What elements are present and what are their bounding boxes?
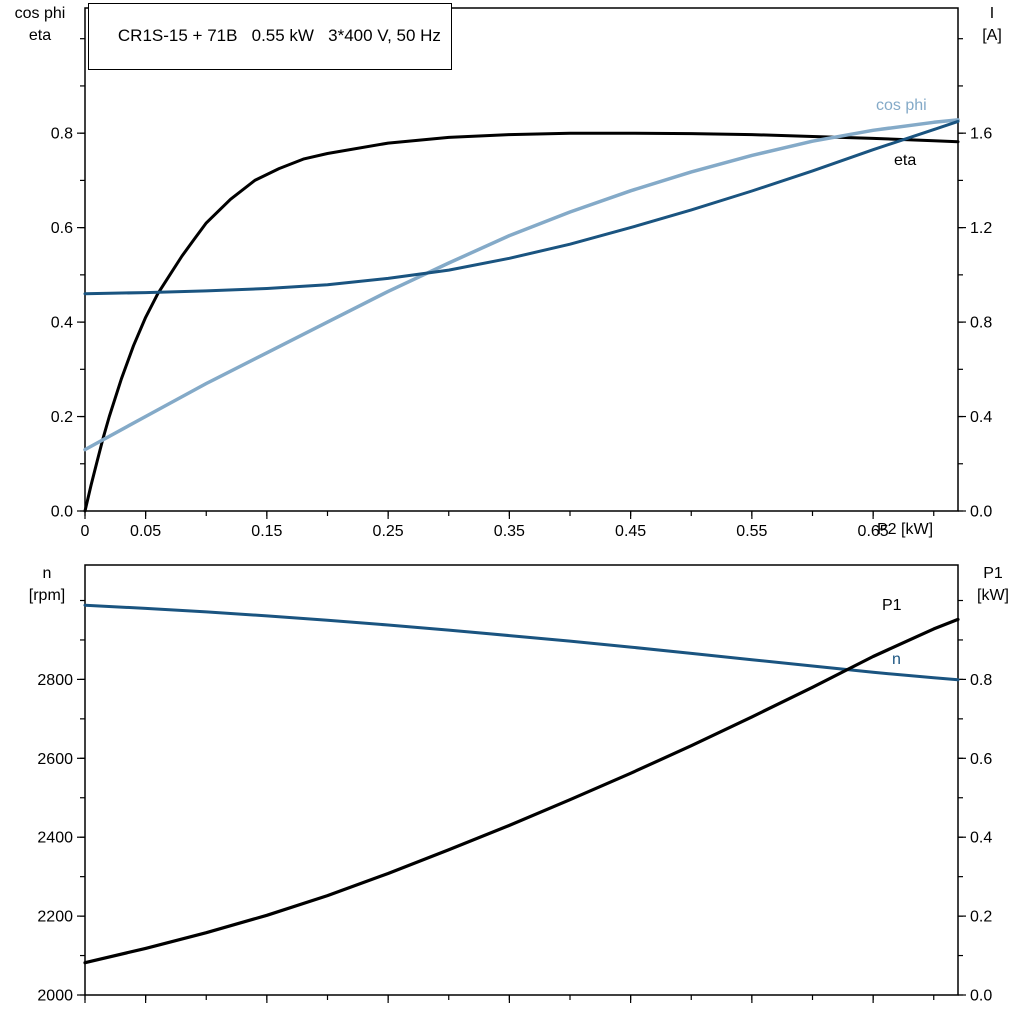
svg-text:0.15: 0.15 — [251, 523, 282, 540]
p1-curve-label: P1 — [882, 597, 902, 614]
svg-text:0.4: 0.4 — [51, 315, 73, 332]
svg-text:0.45: 0.45 — [615, 523, 646, 540]
svg-text:0.4: 0.4 — [970, 830, 992, 847]
svg-text:0.2: 0.2 — [51, 409, 73, 426]
bottom-right-axis-label: P1 [kW] — [962, 563, 1024, 607]
svg-text:0.0: 0.0 — [970, 504, 992, 521]
top-right-axis-label: I [A] — [964, 3, 1020, 47]
svg-text:0.35: 0.35 — [494, 523, 525, 540]
svg-text:1.2: 1.2 — [970, 220, 992, 237]
bottom-left-axis-label: n [rpm] — [10, 563, 84, 607]
svg-text:2000: 2000 — [37, 988, 73, 1005]
eta-axis-label: eta — [28, 27, 52, 44]
svg-text:0.8: 0.8 — [51, 126, 73, 143]
x-axis-label: P2 [kW] — [877, 521, 934, 538]
svg-text:0.6: 0.6 — [51, 220, 73, 237]
svg-text:0.0: 0.0 — [51, 504, 73, 521]
chart-title-box: CR1S-15 + 71B 0.55 kW 3*400 V, 50 Hz — [88, 3, 452, 70]
svg-text:0.25: 0.25 — [373, 523, 404, 540]
current-axis-unit: [A] — [982, 27, 1002, 44]
svg-text:2600: 2600 — [37, 751, 73, 768]
eta-curve-label: eta — [894, 152, 917, 169]
svg-text:2400: 2400 — [37, 830, 73, 847]
svg-text:0.6: 0.6 — [970, 751, 992, 768]
svg-text:0: 0 — [81, 523, 90, 540]
chart-title: CR1S-15 + 71B 0.55 kW 3*400 V, 50 Hz — [117, 26, 441, 45]
svg-text:0.4: 0.4 — [970, 409, 992, 426]
cos-phi-axis-label: cos phi — [14, 5, 66, 22]
svg-text:0.05: 0.05 — [130, 523, 161, 540]
svg-text:0.8: 0.8 — [970, 672, 992, 689]
svg-text:1.6: 1.6 — [970, 126, 992, 143]
svg-text:0.65: 0.65 — [858, 523, 889, 540]
svg-text:0.2: 0.2 — [970, 909, 992, 926]
svg-text:2800: 2800 — [37, 672, 73, 689]
p1-axis-label: P1 — [983, 565, 1003, 582]
n-curve-label: n — [892, 651, 901, 668]
cos-phi-curve-label: cos phi — [876, 97, 927, 114]
svg-text:2200: 2200 — [37, 909, 73, 926]
current-axis-label: I — [989, 5, 995, 22]
top-left-axis-label: cos phi eta — [4, 3, 76, 47]
speed-axis-unit: [rpm] — [28, 587, 66, 604]
svg-text:0.8: 0.8 — [970, 315, 992, 332]
speed-axis-label: n — [42, 565, 52, 582]
p1-axis-unit: [kW] — [977, 587, 1009, 604]
svg-text:0.0: 0.0 — [970, 988, 992, 1005]
svg-text:0.55: 0.55 — [736, 523, 767, 540]
